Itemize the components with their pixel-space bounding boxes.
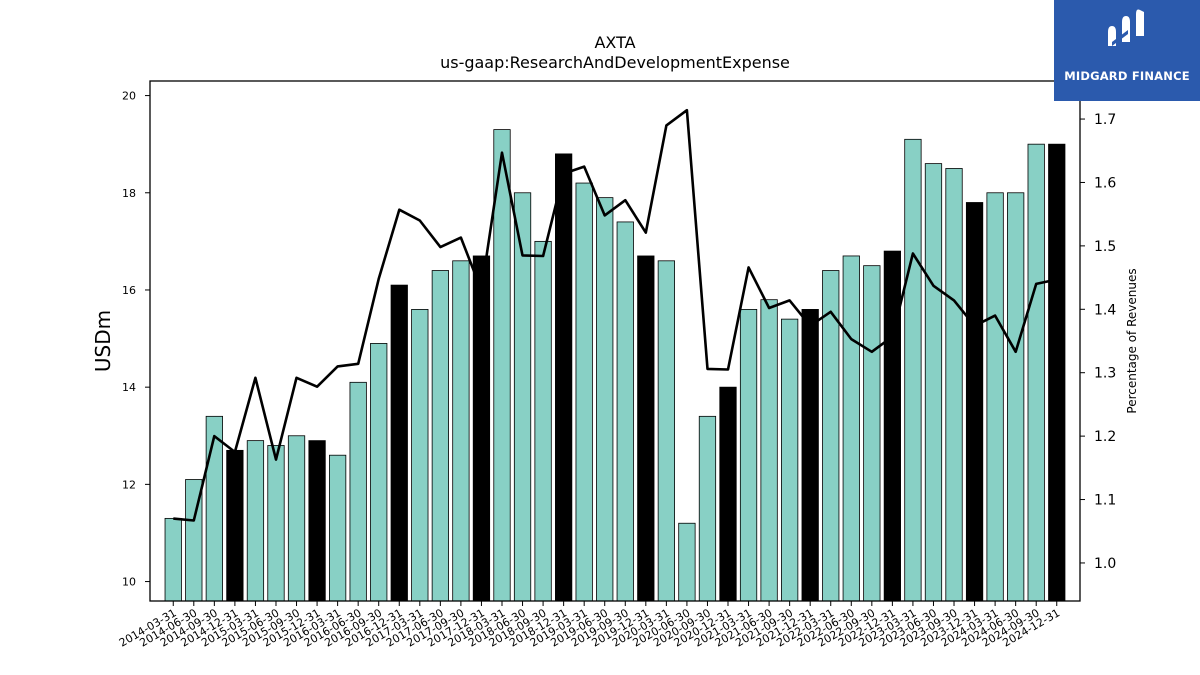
- bar: [781, 318, 799, 602]
- bar: [719, 386, 737, 602]
- bar: [555, 153, 573, 602]
- bar: [370, 343, 388, 602]
- bar: [965, 202, 984, 602]
- bar: [883, 250, 901, 602]
- bar: [534, 240, 552, 602]
- bar: [760, 299, 778, 602]
- bar: [349, 381, 367, 602]
- bar: [472, 255, 491, 602]
- bar: [246, 440, 265, 602]
- bar: [226, 449, 244, 602]
- y2-axis: 1.0 1.1 1.2 1.3 1.4 1.5 1.6 1.7: [1080, 112, 1116, 572]
- y2-tick-label: 1.6: [1094, 175, 1116, 191]
- bar: [267, 445, 285, 602]
- chart-title: AXTA: [594, 33, 635, 52]
- bar: [698, 415, 717, 602]
- bar: [390, 284, 408, 602]
- brand-logo: MIDGARD FINANCE: [1054, 0, 1200, 101]
- bar: [678, 522, 696, 602]
- bar: [1027, 143, 1045, 602]
- y2-tick-label: 1.3: [1094, 366, 1116, 382]
- y-tick-label: 18: [122, 187, 136, 200]
- y-tick-label: 10: [122, 576, 136, 589]
- bar: [986, 192, 1004, 602]
- bar: [616, 221, 634, 602]
- y-tick-label: 14: [122, 381, 136, 394]
- bar: [493, 129, 511, 602]
- x-axis: 2014-03-312014-06-302014-09-302014-12-31…: [117, 601, 1062, 650]
- bar: [904, 138, 922, 602]
- bar: [657, 260, 675, 602]
- bar: [924, 163, 943, 602]
- bar-group: [164, 129, 1066, 602]
- bar: [637, 255, 655, 602]
- bar: [596, 197, 614, 602]
- y2-tick-label: 1.0: [1094, 556, 1116, 572]
- bar: [431, 270, 449, 602]
- bar: [452, 260, 470, 602]
- plot-frame: [149, 80, 1081, 602]
- y2-tick-label: 1.4: [1094, 302, 1116, 318]
- bar: [739, 309, 758, 602]
- bar: [329, 454, 347, 602]
- bar: [863, 265, 881, 602]
- y-tick-label: 16: [122, 284, 136, 297]
- y2-tick-label: 1.7: [1094, 112, 1116, 128]
- bar: [1007, 192, 1025, 602]
- bar: [945, 168, 963, 602]
- y2-tick-label: 1.5: [1094, 239, 1116, 255]
- percentage-line: [173, 108, 1058, 522]
- bar: [1048, 143, 1066, 602]
- bar: [801, 309, 819, 602]
- y-axis-label: USDm: [91, 310, 115, 372]
- brand-name: MIDGARD FINANCE: [1064, 69, 1190, 83]
- line-group: [173, 108, 1058, 522]
- bar: [164, 517, 182, 602]
- bar: [287, 435, 306, 602]
- chart-subtitle: us-gaap:ResearchAndDevelopmentExpense: [440, 53, 790, 72]
- y-tick-label: 12: [122, 478, 136, 491]
- bar: [842, 255, 860, 602]
- bar: [411, 309, 429, 602]
- y-axis: 10 12 14 16 18 20: [122, 90, 150, 589]
- y-tick-label: 20: [122, 90, 136, 103]
- midgard-logo-icon: [1108, 9, 1144, 46]
- y2-tick-label: 1.1: [1094, 493, 1116, 509]
- bar: [205, 415, 223, 602]
- bar: [575, 182, 593, 602]
- y2-tick-label: 1.2: [1094, 429, 1116, 445]
- y2-axis-label: Percentage of Revenues: [1125, 268, 1139, 413]
- bar: [308, 440, 326, 602]
